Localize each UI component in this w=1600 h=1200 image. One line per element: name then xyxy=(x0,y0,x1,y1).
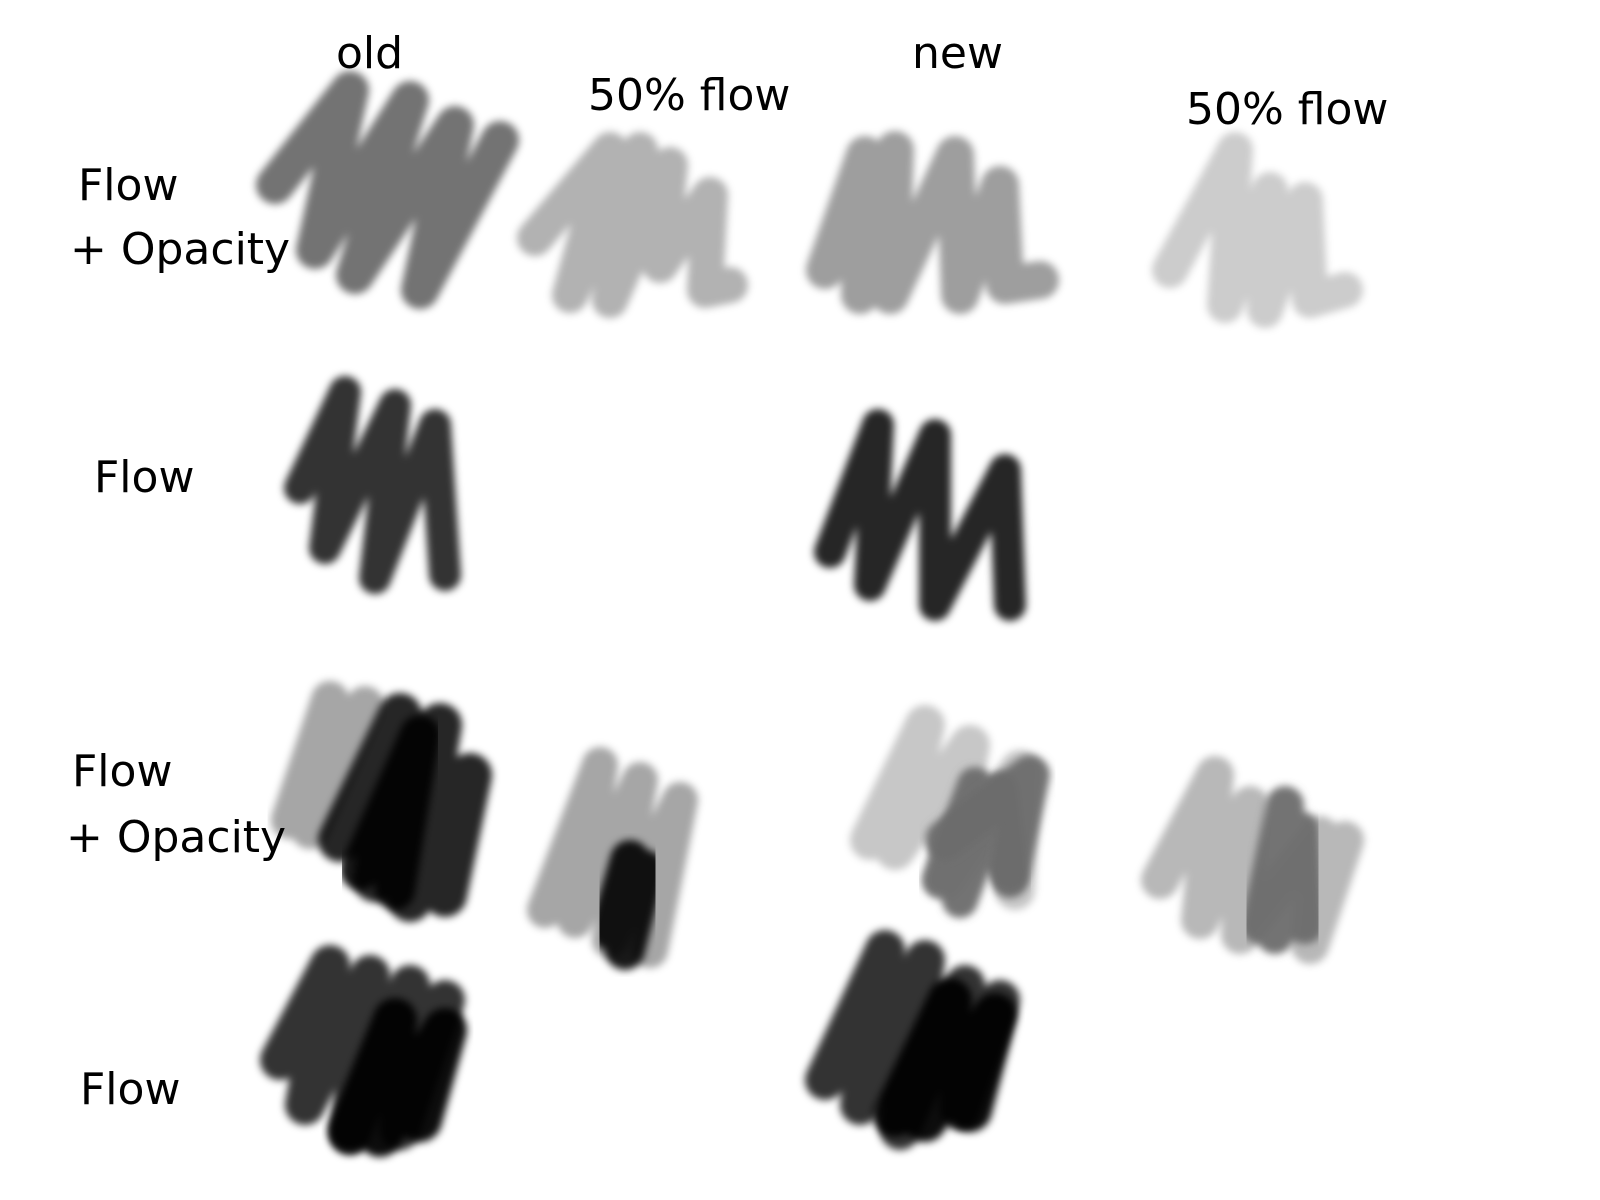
row-1-label-line1: Flow xyxy=(78,160,179,211)
stroke-row3-new-c xyxy=(925,755,1050,890)
stroke-row2-new xyxy=(814,409,1026,621)
stroke-row1-new-half-flow xyxy=(1152,132,1363,328)
stroke-row4-new-b xyxy=(873,978,1017,1142)
stroke-row1-old-half-flow xyxy=(517,132,748,318)
row-3-label-line2: + Opacity xyxy=(66,812,287,863)
stroke-row4-old-b xyxy=(328,998,467,1157)
stroke-row3-old-b xyxy=(318,693,492,922)
row-2-label: Flow xyxy=(94,452,195,503)
row-4-label: Flow xyxy=(80,1064,181,1115)
header-old: old xyxy=(336,28,404,79)
header-new-half-flow: 50% flow xyxy=(1186,84,1389,135)
stroke-row3-old-half-flow-a xyxy=(527,747,698,968)
stroke-row1-old xyxy=(256,71,519,309)
header-new: new xyxy=(912,28,1003,79)
stroke-row2-old xyxy=(284,376,461,594)
stroke-row1-new xyxy=(806,131,1059,314)
stroke-row3-new-half-flow-b xyxy=(1241,786,1324,954)
row-1-label-line2: + Opacity xyxy=(70,224,291,275)
stroke-row3-old-half-flow-b xyxy=(590,840,665,970)
row-3-label-line1: Flow xyxy=(72,746,173,797)
header-old-half-flow: 50% flow xyxy=(588,70,791,121)
stroke-row3-old-c xyxy=(340,715,440,910)
stroke-row3-old-a xyxy=(271,681,384,849)
